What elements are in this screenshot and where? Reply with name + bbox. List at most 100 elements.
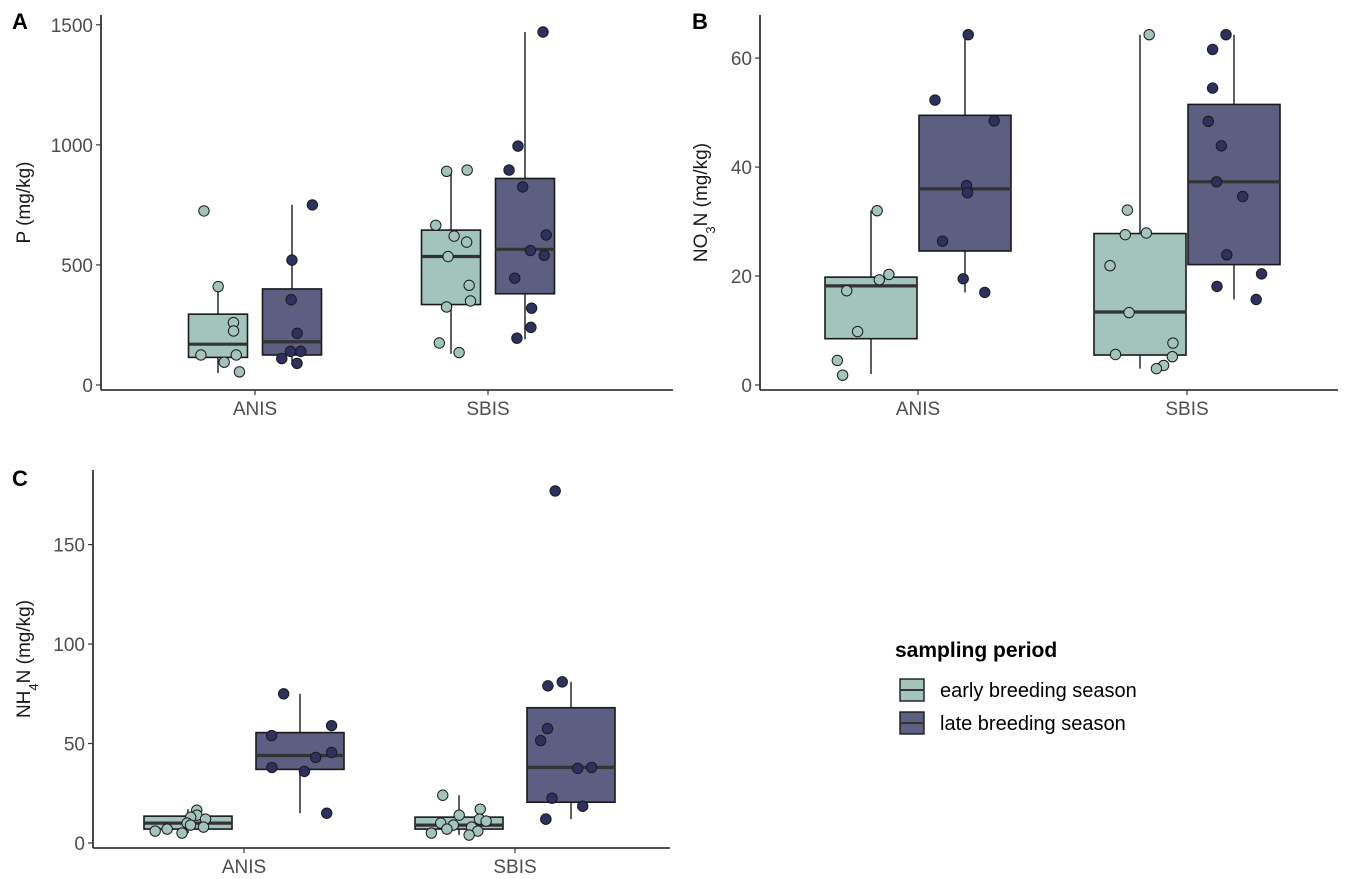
data-point bbox=[266, 761, 278, 774]
data-point bbox=[325, 746, 338, 759]
data-point bbox=[1206, 82, 1219, 94]
box-early-sbis bbox=[420, 164, 482, 359]
data-point bbox=[1104, 259, 1116, 272]
data-point bbox=[1206, 43, 1219, 56]
data-point bbox=[440, 165, 453, 177]
legend-item-early: early breeding season bbox=[899, 678, 1137, 702]
y-axis-title-main: NO bbox=[691, 234, 712, 263]
data-point bbox=[284, 345, 297, 358]
data-point bbox=[979, 286, 991, 299]
data-point bbox=[1121, 204, 1134, 216]
data-point bbox=[962, 29, 974, 41]
y-tick-label: 40 bbox=[731, 158, 752, 179]
y-axis-title: NH4N (mg/kg) bbox=[14, 600, 41, 718]
data-point bbox=[836, 369, 849, 381]
data-point bbox=[474, 803, 486, 815]
data-point bbox=[218, 356, 230, 368]
data-point bbox=[871, 204, 883, 217]
data-point bbox=[212, 280, 224, 293]
data-point bbox=[437, 789, 449, 801]
y-tick-label: 0 bbox=[82, 376, 93, 397]
y-tick-label: 0 bbox=[74, 834, 85, 855]
data-point bbox=[546, 792, 558, 804]
data-point bbox=[988, 115, 1000, 127]
data-point bbox=[873, 274, 885, 286]
y-axis-title-rest: N (mg/kg) bbox=[691, 143, 712, 226]
y-tick-label: 60 bbox=[731, 49, 752, 70]
data-point bbox=[512, 140, 524, 152]
box-early-sbis bbox=[1093, 29, 1187, 375]
data-point bbox=[1123, 306, 1135, 319]
data-point bbox=[298, 765, 311, 778]
y-tick-label: 1000 bbox=[51, 136, 93, 157]
y-tick-label: 100 bbox=[53, 635, 85, 656]
data-point bbox=[503, 164, 515, 176]
data-point bbox=[463, 829, 475, 841]
data-point bbox=[1167, 337, 1179, 349]
panel-c: C NH4N (mg/kg) 0 50 100 150 ANIS SBIS bbox=[12, 466, 670, 878]
data-point bbox=[161, 823, 173, 835]
legend: sampling period early breeding season la… bbox=[895, 639, 1137, 735]
data-point bbox=[1221, 249, 1233, 261]
box-iqr bbox=[1093, 232, 1187, 356]
data-point bbox=[440, 301, 453, 313]
y-tick-label: 0 bbox=[741, 376, 752, 397]
data-point bbox=[883, 268, 895, 281]
box-late-anis bbox=[255, 688, 345, 819]
data-point bbox=[957, 273, 969, 285]
data-point bbox=[1215, 140, 1228, 152]
panel-b: B NO3N (mg/kg) 0 20 40 60 ANIS SBIS bbox=[691, 9, 1338, 420]
box-late-anis bbox=[261, 199, 323, 370]
data-point bbox=[433, 337, 446, 349]
data-point bbox=[537, 26, 549, 38]
data-point bbox=[227, 325, 240, 337]
data-point bbox=[1255, 268, 1268, 280]
data-point bbox=[291, 357, 303, 370]
data-point bbox=[442, 250, 454, 263]
y-axis-title-subscript: 4 bbox=[26, 683, 41, 690]
data-point bbox=[511, 332, 523, 344]
data-point bbox=[534, 734, 547, 747]
data-point bbox=[285, 294, 297, 306]
data-point bbox=[233, 366, 246, 378]
x-tick-label: SBIS bbox=[466, 399, 509, 420]
data-point bbox=[230, 349, 242, 361]
data-point bbox=[325, 719, 338, 732]
data-point bbox=[277, 688, 290, 700]
data-point bbox=[571, 762, 584, 775]
data-point bbox=[1150, 362, 1163, 375]
y-tick-label: 50 bbox=[64, 735, 85, 756]
y-tick-label: 150 bbox=[53, 536, 85, 557]
data-point bbox=[448, 230, 460, 242]
x-tick-label: SBIS bbox=[1165, 399, 1208, 420]
box-late-sbis bbox=[526, 485, 616, 825]
data-point bbox=[929, 94, 941, 106]
data-point bbox=[1119, 228, 1131, 241]
data-point bbox=[961, 186, 974, 199]
data-point bbox=[306, 199, 319, 211]
data-point bbox=[851, 325, 864, 338]
data-point bbox=[291, 327, 303, 340]
data-point bbox=[1250, 293, 1262, 306]
data-point bbox=[453, 809, 465, 821]
data-point bbox=[542, 680, 554, 692]
data-point bbox=[540, 813, 552, 825]
data-point bbox=[295, 345, 307, 358]
data-point bbox=[585, 761, 598, 774]
data-point bbox=[1202, 115, 1215, 128]
data-point bbox=[538, 249, 550, 262]
data-point bbox=[509, 272, 521, 284]
y-axis-title-rest: N (mg/kg) bbox=[14, 600, 35, 683]
box-late-sbis bbox=[1187, 29, 1281, 306]
data-point bbox=[831, 354, 844, 367]
box-late-sbis bbox=[494, 26, 556, 344]
y-axis-title-subscript: 3 bbox=[703, 226, 718, 233]
data-point bbox=[149, 825, 161, 837]
data-point bbox=[1237, 190, 1249, 203]
data-point bbox=[541, 722, 554, 735]
data-point bbox=[1166, 350, 1179, 363]
data-point bbox=[425, 827, 438, 839]
y-tick-label: 1500 bbox=[51, 16, 93, 37]
data-point bbox=[540, 229, 552, 241]
data-point bbox=[524, 244, 537, 257]
